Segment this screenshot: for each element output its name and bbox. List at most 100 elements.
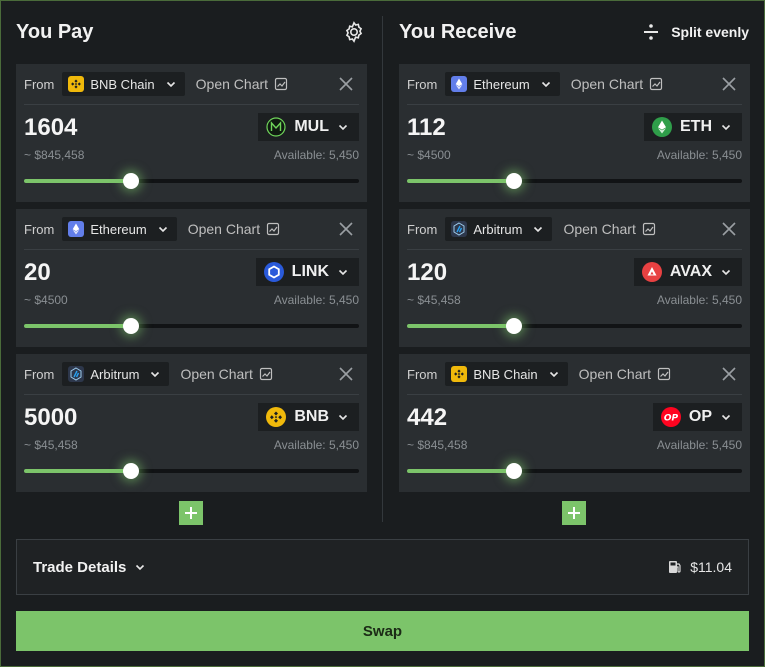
- close-icon[interactable]: [337, 220, 355, 238]
- amount-input[interactable]: 112: [407, 114, 446, 141]
- available-balance: Available: 5,450: [273, 148, 359, 162]
- available-balance: Available: 5,450: [273, 293, 359, 307]
- slider-thumb[interactable]: [123, 318, 140, 334]
- slider-fill: [407, 324, 515, 328]
- close-icon[interactable]: [337, 365, 355, 383]
- chevron-down-icon: [165, 78, 177, 90]
- token-selector[interactable]: BNB: [258, 403, 359, 431]
- token-selector[interactable]: ETH: [644, 113, 742, 141]
- you-receive-title: You Receive: [399, 20, 517, 43]
- slider-thumb[interactable]: [506, 173, 523, 189]
- open-chart-link[interactable]: Open Chart: [196, 76, 288, 92]
- card-header-row: From Ethereum Open Chart: [407, 72, 742, 96]
- link-token-icon: [263, 262, 284, 282]
- chevron-down-icon: [337, 411, 349, 423]
- close-icon[interactable]: [337, 75, 355, 93]
- chevron-down-icon: [532, 223, 544, 235]
- plus-icon: [185, 507, 197, 519]
- chain-name: Ethereum: [90, 221, 147, 237]
- network-fee: $11.04: [668, 559, 732, 575]
- slider-thumb[interactable]: [123, 463, 140, 479]
- slider-fill: [407, 179, 515, 183]
- card-header-row: From Arbitrum Open Chart: [407, 217, 742, 241]
- amount-input[interactable]: 1604: [24, 114, 78, 141]
- chain-selector[interactable]: BNB Chain: [62, 72, 185, 96]
- open-chart-link[interactable]: Open Chart: [180, 366, 272, 382]
- card-header-row: From BNB Chain Open Chart: [407, 362, 742, 386]
- amount-input[interactable]: 5000: [24, 404, 78, 431]
- amount-slider[interactable]: [24, 463, 359, 479]
- chevron-down-icon: [548, 368, 560, 380]
- pay-token-card: From Arbitrum Open Chart 5000 BNB ~ $45,458 Av…: [16, 354, 367, 492]
- from-label: From: [407, 76, 438, 92]
- amount-input[interactable]: 442: [407, 404, 448, 431]
- arbitrum-chain-icon: [451, 221, 468, 237]
- chain-name: BNB Chain: [473, 366, 538, 382]
- token-selector[interactable]: OP OP: [652, 403, 742, 431]
- chain-selector[interactable]: Arbitrum: [445, 217, 553, 241]
- chain-selector[interactable]: Arbitrum: [62, 362, 170, 386]
- chevron-down-icon: [134, 561, 146, 573]
- open-chart-label: Open Chart: [180, 366, 253, 382]
- card-divider: [24, 394, 359, 395]
- amount-slider[interactable]: [407, 318, 742, 334]
- slider-fill: [24, 179, 132, 183]
- you-pay-title: You Pay: [16, 20, 94, 43]
- amount-input[interactable]: 120: [407, 259, 448, 286]
- token-selector[interactable]: AVAX: [633, 258, 742, 286]
- from-label: From: [24, 76, 55, 92]
- bnb-chain-icon: [68, 76, 85, 92]
- trade-details-panel: Trade Details $11.04: [16, 539, 749, 595]
- close-icon[interactable]: [720, 75, 738, 93]
- amount-slider[interactable]: [407, 463, 742, 479]
- settings-gear-icon[interactable]: [342, 20, 366, 44]
- chevron-down-icon: [337, 266, 349, 278]
- bnb-token-icon: [266, 407, 287, 427]
- chevron-down-icon: [720, 266, 732, 278]
- you-receive-header: You Receive: [399, 14, 516, 50]
- chain-selector[interactable]: Ethereum: [62, 217, 177, 241]
- slider-thumb[interactable]: [506, 463, 523, 479]
- open-chart-link[interactable]: Open Chart: [563, 221, 655, 237]
- arbitrum-chain-icon: [68, 366, 85, 382]
- pay-token-card: From BNB Chain Open Chart 1604 MUL ~ $845,458…: [16, 64, 367, 202]
- card-divider: [24, 249, 359, 250]
- chevron-down-icon: [540, 78, 552, 90]
- add-receive-token-button[interactable]: [562, 501, 586, 525]
- token-selector[interactable]: LINK: [255, 258, 359, 286]
- chevron-down-icon: [337, 121, 349, 133]
- amount-slider[interactable]: [24, 173, 359, 189]
- amount-slider[interactable]: [407, 173, 742, 189]
- token-symbol: BNB: [294, 408, 329, 425]
- slider-thumb[interactable]: [123, 173, 140, 189]
- add-pay-token-button[interactable]: [179, 501, 203, 525]
- open-chart-label: Open Chart: [187, 221, 261, 237]
- card-divider: [24, 104, 359, 105]
- svg-text:OP: OP: [664, 414, 679, 424]
- chain-selector[interactable]: Ethereum: [445, 72, 560, 96]
- split-evenly-button[interactable]: Split evenly: [641, 20, 749, 44]
- gas-pump-icon: [668, 560, 682, 574]
- available-balance: Available: 5,450: [656, 438, 742, 452]
- chart-icon: [259, 367, 273, 381]
- open-chart-link[interactable]: Open Chart: [571, 76, 663, 92]
- swap-button[interactable]: Swap: [16, 611, 749, 651]
- close-icon[interactable]: [720, 365, 738, 383]
- chain-selector[interactable]: BNB Chain: [445, 362, 568, 386]
- open-chart-link[interactable]: Open Chart: [188, 221, 280, 237]
- open-chart-label: Open Chart: [563, 221, 636, 237]
- slider-thumb[interactable]: [506, 318, 523, 334]
- amount-input[interactable]: 20: [24, 259, 51, 286]
- chain-name: Arbitrum: [90, 366, 140, 382]
- open-chart-link[interactable]: Open Chart: [579, 366, 671, 382]
- card-header-row: From Ethereum Open Chart: [24, 217, 359, 241]
- slider-fill: [24, 324, 132, 328]
- token-symbol: AVAX: [669, 263, 712, 280]
- card-header-row: From Arbitrum Open Chart: [24, 362, 359, 386]
- close-icon[interactable]: [720, 220, 738, 238]
- token-selector[interactable]: MUL: [258, 113, 359, 141]
- slider-fill: [24, 469, 132, 473]
- trade-details-toggle[interactable]: Trade Details: [33, 559, 146, 576]
- amount-slider[interactable]: [24, 318, 359, 334]
- receive-token-card: From Arbitrum Open Chart 120 AVAX ~ $45,458 Av…: [399, 209, 750, 347]
